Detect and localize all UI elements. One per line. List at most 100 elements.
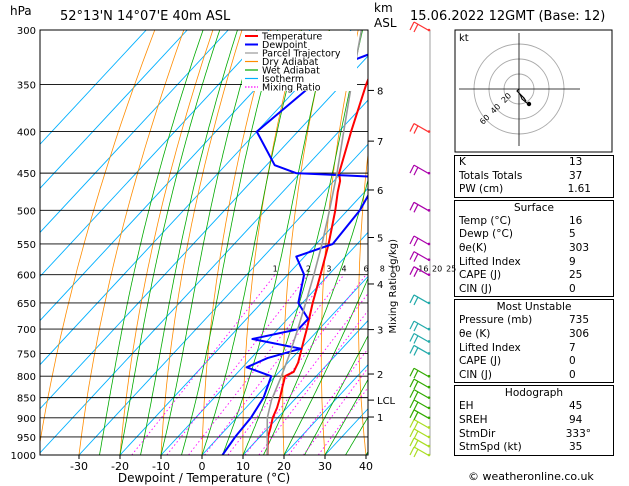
hodograph-title: kt	[459, 33, 469, 44]
wind-barb-dot	[427, 453, 431, 457]
wind-barb-flag	[409, 333, 415, 342]
surface-label: CIN (J)	[459, 282, 492, 295]
wind-barb-flag	[409, 378, 415, 388]
x-tick-label: 30	[318, 460, 332, 473]
credit-text: © weatheronline.co.uk	[468, 470, 594, 483]
mixing-ratio-tick-label: 6	[364, 265, 369, 274]
wind-barb-staff	[413, 21, 429, 31]
surface-value: 16	[569, 214, 583, 227]
wind-barb-flag	[409, 419, 415, 428]
legend-label: Wet Adiabat	[262, 66, 320, 77]
k-index-row: K 13	[455, 156, 613, 170]
wind-barb-staff	[413, 235, 429, 245]
mixing-ratio-tick-label: 2	[306, 265, 311, 274]
wind-barb-staff	[413, 294, 429, 304]
legend-label: Temperature	[261, 32, 322, 43]
wind-barb-flag	[413, 268, 419, 277]
wind-barb-flag	[413, 448, 419, 458]
wind-barb-flag	[413, 401, 419, 411]
mixing-ratio-tick-label: 8	[380, 265, 385, 274]
mu-value: 735	[569, 314, 590, 327]
wet-adiabat-line	[263, 178, 368, 455]
wet-adiabat-line	[242, 30, 364, 455]
km-tick-label: 7	[377, 137, 383, 148]
km-tick-label: LCL	[377, 396, 396, 407]
wind-barb-staff	[413, 446, 429, 456]
wind-barb-staff	[413, 418, 429, 429]
surface-value: 25	[569, 269, 583, 282]
wind-barb	[409, 251, 431, 262]
asl-unit-label: ASL	[374, 16, 397, 30]
mu-label: Pressure (mb)	[459, 314, 533, 327]
wind-barb-dot	[427, 301, 431, 305]
isotherm-line	[40, 30, 311, 322]
indices-panel: K 13 Totals Totals 37 PW (cm) 1.61 Surface …	[454, 155, 614, 458]
surface-value: 303	[569, 241, 590, 254]
wind-barb	[409, 389, 431, 400]
mixing-ratio-line	[188, 274, 330, 455]
wind-barb-dot	[427, 273, 431, 276]
wind-barb	[409, 266, 431, 277]
wind-barb-staff	[413, 123, 429, 133]
km-tick-label: 3	[377, 326, 383, 337]
km-tick-label: 6	[377, 186, 383, 197]
wind-barb-flag	[409, 202, 415, 211]
legend-box	[242, 31, 357, 91]
surface-value: 0	[569, 282, 576, 295]
mixing-ratio-tick-label: 10	[390, 265, 400, 274]
wet-adiabat-line	[181, 30, 279, 455]
dry-adiabat-line	[78, 30, 185, 455]
mu-value: 7	[569, 341, 576, 354]
wind-barb-staff	[413, 201, 429, 211]
wind-barb	[409, 294, 431, 306]
most-unstable-title: Most Unstable	[496, 301, 572, 314]
surface-label: Dewp (°C)	[459, 228, 513, 241]
surface-label: θe(K)	[459, 241, 487, 254]
wind-barb	[409, 378, 431, 390]
surface-label: CAPE (J)	[459, 269, 502, 282]
surface-row: CIN (J) 0	[455, 283, 613, 297]
surface-row: CAPE (J) 25	[455, 269, 613, 283]
isotherm-line	[119, 187, 368, 455]
wind-barb-flag	[409, 446, 415, 456]
pw-label: PW (cm)	[459, 183, 504, 196]
surface-box: Surface Temp (°C) 16 Dewp (°C) 5 θe(K) 303 …	[454, 199, 614, 298]
wind-barb	[409, 123, 431, 134]
km-tick-label: 4	[377, 280, 383, 291]
series-dewpoint	[221, 53, 368, 455]
pressure-tick-label: 1000	[11, 451, 36, 462]
hodo-value: 94	[569, 413, 583, 426]
surface-row: θe(K) 303	[455, 242, 613, 256]
wet-adiabat-line	[99, 30, 204, 455]
wind-barb	[409, 164, 431, 176]
wind-barbs	[409, 21, 431, 458]
mixing-ratio-line	[258, 309, 368, 455]
wind-barb-flag	[409, 266, 415, 275]
surface-row: Temp (°C) 16	[455, 215, 613, 229]
wind-barb-flag	[409, 399, 415, 409]
wind-barb-dot	[427, 258, 431, 261]
isotherm-line	[40, 99, 368, 454]
pressure-tick-label: 950	[17, 433, 36, 444]
mixing-ratio-tick-label: 4	[341, 265, 346, 274]
legend-label: Isotherm	[262, 74, 304, 85]
wind-barb-flag	[413, 430, 419, 440]
wind-barb-flag	[413, 322, 419, 332]
surface-row: Lifted Index 9	[455, 256, 613, 270]
wind-barb	[409, 437, 431, 449]
wind-barb-flag	[409, 409, 415, 419]
wind-barb	[409, 409, 431, 421]
x-tick-label: -10	[152, 460, 170, 473]
wind-barb-flag	[409, 235, 415, 245]
wind-barb-flag	[413, 23, 419, 33]
wind-barb	[409, 418, 431, 430]
wet-adiabat-line	[160, 30, 258, 455]
series-parcel-trajectory	[266, 30, 363, 455]
dry-adiabat-line	[242, 30, 301, 455]
isotherm-line	[242, 319, 368, 455]
wet-adiabat-line	[304, 334, 368, 455]
wind-barb	[409, 446, 431, 458]
wind-barb-flag	[413, 204, 419, 213]
